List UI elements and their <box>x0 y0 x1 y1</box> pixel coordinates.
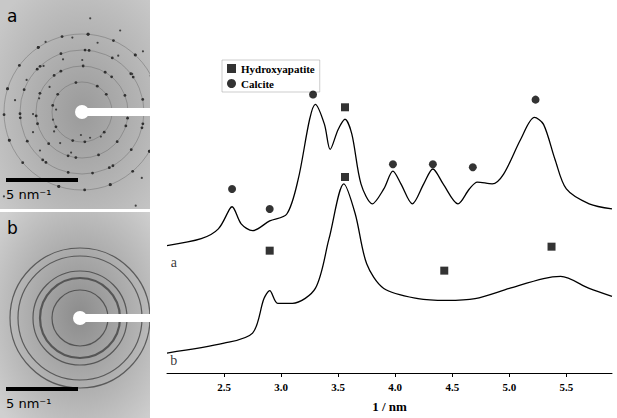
svg-text:5 nm⁻¹: 5 nm⁻¹ <box>6 187 51 202</box>
svg-text:1 / nm: 1 / nm <box>372 399 407 414</box>
svg-text:a: a <box>171 255 178 270</box>
svg-text:3.5: 3.5 <box>331 381 345 393</box>
svg-text:Calcite: Calcite <box>241 78 274 90</box>
svg-text:b: b <box>7 218 18 238</box>
svg-text:5 nm⁻¹: 5 nm⁻¹ <box>6 396 51 411</box>
svg-text:3.0: 3.0 <box>274 381 288 393</box>
svg-text:a: a <box>7 6 17 26</box>
svg-text:2.5: 2.5 <box>217 381 231 393</box>
svg-text:5.5: 5.5 <box>559 381 573 393</box>
svg-text:Hydroxyapatite: Hydroxyapatite <box>241 63 315 75</box>
svg-text:4.0: 4.0 <box>388 381 402 393</box>
svg-text:b: b <box>170 353 177 368</box>
svg-text:5.0: 5.0 <box>502 381 516 393</box>
svg-text:4.5: 4.5 <box>445 381 459 393</box>
